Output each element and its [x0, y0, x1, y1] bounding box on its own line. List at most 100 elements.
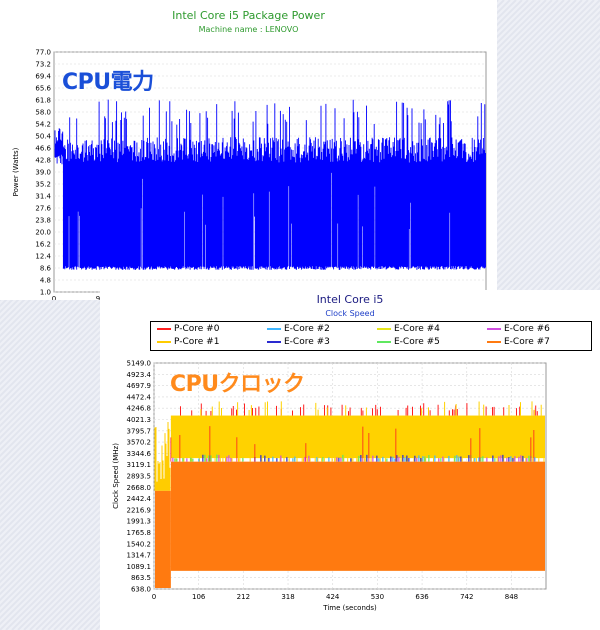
clock-y-tick-label: 2442.4 [127, 495, 152, 503]
power-y-tick-label: 8.6 [40, 265, 52, 273]
legend-label: E-Core #5 [394, 337, 440, 347]
clock-x-tick-label: 318 [281, 593, 294, 601]
power-y-tick-label: 69.4 [35, 73, 51, 81]
clock-x-tick-label: 106 [192, 593, 206, 601]
clock-startup-area [155, 490, 171, 588]
power-series-line [54, 99, 486, 270]
power-chart-subtitle: Machine name : LENOVO [198, 25, 299, 34]
clock-chart-panel: Intel Core i5 Clock Speed P-Core #0 E-Co… [100, 290, 600, 630]
legend-swatch [377, 340, 391, 343]
clock-ecore-jitter [202, 454, 524, 462]
clock-y-tick-label: 1765.8 [127, 529, 152, 537]
clock-pcore1-spikes [200, 401, 542, 416]
clock-y-tick-label: 1991.3 [127, 518, 152, 526]
legend-item: E-Core #6 [487, 324, 550, 334]
clock-x-tick-label: 424 [326, 593, 340, 601]
clock-x-tick-label: 848 [505, 593, 518, 601]
clock-x-tick-label: 212 [237, 593, 250, 601]
clock-y-tick-label: 4472.4 [127, 393, 152, 401]
legend-item: E-Core #5 [377, 337, 440, 347]
power-chart-panel: Intel Core i5 Package Power Machine name… [0, 0, 497, 300]
clock-y-tick-label: 5149.0 [127, 360, 152, 368]
clock-chart-legend: P-Core #0 E-Core #2 E-Core #4 E-Core #6 … [150, 321, 592, 351]
legend-label: P-Core #0 [174, 324, 220, 334]
power-y-tick-label: 39.0 [35, 169, 51, 177]
legend-label: E-Core #3 [284, 337, 330, 347]
power-y-tick-label: 27.6 [35, 205, 51, 213]
power-y-axis-label: Power (Watts) [12, 147, 20, 196]
clock-y-tick-label: 3570.2 [127, 439, 152, 447]
clock-y-tick-label: 3119.1 [127, 461, 152, 469]
power-x-tick-label: 0 [52, 295, 56, 300]
power-y-tick-label: 4.8 [40, 277, 51, 285]
power-y-tick-label: 12.4 [35, 253, 51, 261]
clock-ecore-jitter [172, 454, 528, 462]
legend-label: E-Core #6 [504, 324, 550, 334]
power-y-tick-label: 73.2 [35, 61, 51, 69]
clock-y-axis-label: Clock Speed (MHz) [112, 443, 120, 509]
legend-swatch [157, 340, 171, 343]
legend-swatch [487, 327, 501, 330]
power-y-tick-label: 31.4 [35, 193, 51, 201]
legend-swatch [267, 340, 281, 343]
legend-item: E-Core #4 [377, 324, 440, 334]
clock-y-tick-label: 4246.8 [127, 405, 152, 413]
clock-y-tick-label: 2893.5 [127, 473, 152, 481]
power-y-tick-label: 54.2 [35, 121, 51, 129]
clock-x-tick-label: 0 [152, 593, 156, 601]
clock-x-tick-label: 742 [460, 593, 473, 601]
power-x-tick-label: 9 [96, 295, 100, 300]
legend-item: E-Core #2 [267, 324, 330, 334]
clock-chart-overlay-label: CPUクロック [170, 372, 305, 397]
clock-y-tick-label: 3795.7 [127, 427, 152, 435]
clock-ecore-jitter [198, 455, 536, 462]
legend-swatch [377, 327, 391, 330]
clock-ecore-jitter [174, 454, 530, 462]
clock-y-tick-label: 4923.4 [127, 371, 152, 379]
legend-item: E-Core #3 [267, 337, 330, 347]
clock-chart-subtitle: Clock Speed [325, 309, 375, 318]
legend-item: P-Core #0 [157, 324, 219, 334]
clock-chart-title: Intel Core i5 [316, 293, 384, 306]
power-y-tick-label: 42.8 [35, 157, 51, 165]
power-y-tick-label: 1.0 [40, 289, 51, 297]
clock-y-tick-label: 1540.2 [127, 540, 152, 548]
power-y-tick-label: 23.8 [35, 217, 51, 225]
legend-swatch [157, 327, 171, 330]
clock-pcore-band [170, 415, 545, 459]
power-y-tick-label: 50.4 [35, 133, 51, 141]
clock-x-tick-label: 636 [415, 593, 429, 601]
power-y-tick-label: 61.8 [35, 97, 51, 105]
clock-pcore0-dips [170, 426, 535, 462]
legend-label: E-Core #4 [394, 324, 440, 334]
power-chart-plot: 77.0 73.2 69.4 65.6 61.8 58.0 54.2 50.4 46.6 42.8… [12, 49, 487, 300]
power-y-tick-label: 35.2 [35, 181, 51, 189]
clock-y-tick-label: 638.0 [131, 586, 151, 594]
legend-label: P-Core #1 [174, 337, 220, 347]
clock-ecore-area [170, 461, 545, 571]
clock-y-tick-label: 1314.7 [127, 552, 152, 560]
power-chart-overlay-label: CPU電力 [62, 70, 154, 95]
power-y-tick-label: 58.0 [35, 109, 51, 117]
clock-y-tick-label: 2216.9 [127, 506, 152, 514]
clock-y-tick-label: 1089.1 [127, 563, 152, 571]
power-chart-title: Intel Core i5 Package Power [172, 9, 325, 22]
power-y-tick-label: 20.0 [35, 229, 51, 237]
power-y-tick-label: 77.0 [35, 49, 51, 57]
legend-item: P-Core #1 [157, 337, 219, 347]
clock-y-tick-label: 4021.3 [127, 416, 152, 424]
clock-y-tick-label: 2668.0 [127, 484, 152, 492]
clock-x-axis-label: Time (seconds) [322, 604, 377, 612]
legend-swatch [487, 340, 501, 343]
power-y-tick-label: 65.6 [35, 85, 51, 93]
clock-y-tick-label: 863.5 [131, 574, 151, 582]
legend-label: E-Core #7 [504, 337, 550, 347]
legend-swatch [267, 327, 281, 330]
clock-x-tick-label: 530 [371, 593, 384, 601]
clock-y-tick-label: 3344.6 [127, 450, 152, 458]
clock-startup-spikes [154, 422, 171, 491]
legend-item: E-Core #7 [487, 337, 550, 347]
clock-y-tick-label: 4697.9 [127, 382, 152, 390]
clock-chart-plot: 5149.0 4923.4 4697.9 4472.4 4246.8 4021.3 3795… [112, 360, 547, 612]
legend-label: E-Core #2 [284, 324, 330, 334]
